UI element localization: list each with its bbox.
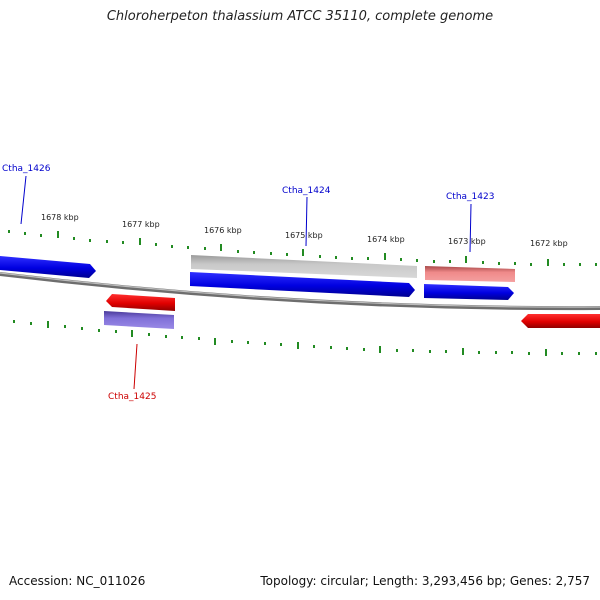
leader-line-ctha-1424 — [305, 196, 308, 247]
major-tick — [220, 244, 222, 251]
major-tick — [131, 330, 133, 337]
cds-arrow-ctha-1425[interactable] — [106, 294, 175, 311]
major-tick — [379, 346, 381, 353]
genome-summary-text: Topology: circular; Length: 3,293,456 bp… — [260, 574, 590, 588]
major-tick — [384, 253, 386, 260]
kbp-label: 1675 kbp — [285, 231, 323, 240]
upper-tick-ruler — [8, 230, 597, 266]
major-tick — [462, 348, 464, 355]
gene-bar-ctha-1423[interactable] — [425, 266, 515, 282]
cds-arrow-ctha-1424[interactable] — [190, 272, 415, 297]
leader-line-ctha-1425 — [133, 343, 138, 390]
kbp-label: 1678 kbp — [41, 213, 79, 222]
major-tick — [57, 231, 59, 238]
major-tick — [47, 321, 49, 328]
leader-line-ctha-1423 — [469, 203, 472, 253]
major-tick — [547, 259, 549, 266]
gene-label-ctha-1423[interactable]: Ctha_1423 — [446, 192, 494, 202]
cds-arrow-right-edge[interactable] — [521, 314, 600, 328]
gene-label-ctha-1425[interactable]: Ctha_1425 — [108, 392, 156, 402]
kbp-label: 1673 kbp — [448, 237, 486, 246]
misc-feature-ctha-1425[interactable] — [104, 311, 174, 329]
major-tick — [302, 249, 304, 256]
gene-bar-ctha-1424[interactable] — [191, 255, 417, 278]
kbp-label: 1676 kbp — [204, 226, 242, 235]
kbp-labels: 1678 kbp 1677 kbp 1676 kbp 1675 kbp 1674… — [41, 213, 568, 248]
kbp-label: 1677 kbp — [122, 220, 160, 229]
accession-text: Accession: NC_011026 — [9, 574, 146, 588]
lower-tick-ruler — [13, 320, 597, 356]
major-tick — [465, 256, 467, 263]
map-title: Chloroherpeton thalassium ATCC 35110, co… — [106, 9, 494, 24]
kbp-label: 1674 kbp — [367, 235, 405, 244]
leader-line-ctha-1426 — [20, 175, 27, 225]
cds-arrow-ctha-1423[interactable] — [424, 284, 514, 300]
major-tick — [545, 349, 547, 356]
genome-backbone — [0, 272, 600, 311]
cds-arrow-ctha-1426[interactable] — [0, 256, 96, 278]
gene-label-ctha-1424[interactable]: Ctha_1424 — [282, 186, 331, 196]
kbp-label: 1672 kbp — [530, 239, 568, 248]
gene-label-ctha-1426[interactable]: Ctha_1426 — [2, 164, 51, 174]
major-tick — [139, 238, 141, 245]
major-tick — [297, 342, 299, 349]
major-tick — [214, 338, 216, 345]
